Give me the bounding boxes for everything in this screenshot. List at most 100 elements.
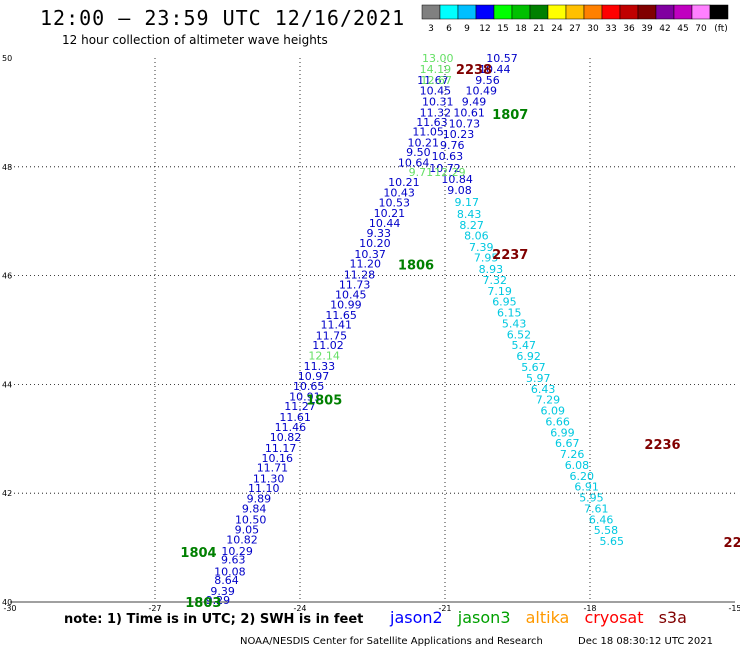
- wave-height-label: 9.63: [221, 554, 246, 567]
- wave-height-label: 6.67: [555, 437, 580, 450]
- generated-timestamp: Dec 18 08:30:12 UTC 2021: [578, 636, 713, 647]
- wave-height-label: 11.28: [344, 269, 376, 282]
- wave-height-label: 11.75: [316, 329, 348, 342]
- colorbar-swatch: [637, 4, 657, 20]
- wave-height-label: 9.89: [247, 493, 272, 506]
- track-time-label: 1807: [492, 108, 528, 123]
- colorbar-swatch: [565, 4, 585, 20]
- colorbar-swatch: [457, 4, 477, 20]
- colorbar-label: 30: [587, 24, 599, 34]
- track-time-label: 1803: [185, 596, 221, 611]
- wave-height-label: 8.64: [214, 574, 239, 587]
- wave-height-label: 10.08: [214, 566, 246, 579]
- credit-text: NOAA/NESDIS Center for Satellite Applica…: [240, 636, 543, 647]
- track-time-label: 22: [724, 536, 740, 551]
- satellite-legend: jason2 jason3 altika cryosat s3a: [390, 608, 697, 627]
- wave-height-label: 8.43: [457, 208, 482, 221]
- wave-height-label: 10.31: [422, 96, 454, 109]
- wave-height-label: 5.95: [579, 492, 604, 505]
- colorbar-label: 70: [695, 24, 707, 34]
- wave-height-label: 10.97: [298, 370, 330, 383]
- colorbar-label: 42: [659, 24, 670, 34]
- colorbar-swatch: [601, 4, 621, 20]
- wave-height-label: 10.49: [466, 85, 498, 98]
- wave-height-label: 5.47: [512, 339, 537, 352]
- wave-height-label: 11.27: [284, 400, 316, 413]
- y-tick-label: 48: [2, 163, 12, 172]
- legend-jason3: jason3: [457, 608, 511, 627]
- wave-height-label: 7.29: [536, 394, 561, 407]
- wave-height-label: 6.15: [497, 307, 522, 320]
- colorbar-swatch: [673, 4, 693, 20]
- footer-note: note: 1) Time is in UTC; 2) SWH is in fe…: [64, 612, 364, 627]
- wave-height-label: 11.71: [257, 462, 289, 475]
- wave-height-label: 6.92: [516, 350, 541, 363]
- y-tick-label: 42: [2, 489, 12, 498]
- wave-height-label: 10.45: [335, 289, 367, 302]
- wave-height-label: 10.84: [441, 173, 473, 186]
- wave-height-label: 11.33: [304, 360, 336, 373]
- wave-height-label: 11.46: [275, 421, 307, 434]
- wave-height-label: 9.33: [367, 227, 392, 240]
- wave-height-label: 12.14: [308, 350, 340, 363]
- x-tick-label: -30: [3, 604, 16, 613]
- wave-height-label: 10.99: [330, 298, 362, 311]
- wave-height-label: 10.23: [443, 128, 475, 141]
- colorbar-swatch: [493, 4, 513, 20]
- wave-height-label: 10.61: [453, 106, 485, 119]
- colorbar-swatch: [421, 4, 441, 20]
- wave-height-label: 8.93: [479, 263, 504, 276]
- legend-altika: altika: [525, 608, 570, 627]
- legend-cryosat: cryosat: [584, 608, 644, 627]
- wave-height-label: 11.61: [279, 411, 311, 424]
- colorbar-swatch: [439, 4, 459, 20]
- wave-height-label: 6.43: [531, 383, 556, 396]
- wave-height-label: 10.73: [449, 117, 481, 130]
- wave-height-label: 11.65: [325, 309, 357, 322]
- wave-height-label: 9.05: [235, 524, 260, 537]
- wave-height-label: 10.53: [379, 197, 411, 210]
- wave-height-label: 11.41: [321, 319, 353, 332]
- wave-height-label: 8.27: [459, 219, 484, 232]
- wave-height-label: 9.49: [462, 96, 487, 109]
- wave-height-label: 10.29: [221, 545, 253, 558]
- colorbar-swatch: [547, 4, 567, 20]
- wave-height-label: 9.29: [206, 594, 231, 607]
- wave-height-label: 5.67: [521, 361, 546, 374]
- wave-height-label: 9.56: [475, 74, 500, 87]
- wave-height-label: 11.67: [417, 74, 449, 87]
- wave-height-label: 5.97: [526, 372, 551, 385]
- wave-height-label: 10.20: [359, 237, 391, 250]
- wave-height-label: 6.99: [550, 426, 575, 439]
- colorbar-label: 21: [533, 24, 544, 34]
- wave-height-label: 6.52: [507, 328, 532, 341]
- track-time-label: 2236: [644, 438, 680, 453]
- wave-height-label: 6.66: [545, 415, 570, 428]
- wave-height-label: 7.19: [487, 285, 512, 298]
- wave-height-label: 8.06: [464, 229, 489, 242]
- wave-height-label: 7.95: [474, 252, 499, 265]
- chart-subtitle: 12 hour collection of altimeter wave hei…: [62, 33, 328, 47]
- wave-height-label: 10.21: [374, 207, 406, 220]
- colorbar-swatch: [511, 4, 531, 20]
- wave-height-label: 9.50: [406, 146, 431, 159]
- x-tick-label: -18: [583, 604, 596, 613]
- wave-height-label: 10.91: [289, 390, 321, 403]
- wave-height-label: 6.95: [492, 296, 517, 309]
- chart-title: 12:00 – 23:59 UTC 12/16/2021: [40, 6, 406, 30]
- colorbar-label: 36: [623, 24, 635, 34]
- wave-height-label: 6.91: [574, 481, 599, 494]
- wave-height-label: 10.50: [235, 513, 267, 526]
- colorbar-swatch: [691, 4, 711, 20]
- wave-height-label: 11.32: [420, 106, 452, 119]
- wave-height-label: 5.58: [594, 524, 619, 537]
- legend-s3a: s3a: [658, 608, 687, 627]
- wave-height-label: 9.17: [455, 196, 480, 209]
- wave-height-label: 9.08: [447, 184, 472, 197]
- colorbar-swatch: [475, 4, 495, 20]
- wave-height-label: 5.65: [600, 535, 625, 548]
- wave-height-label: 6.46: [589, 513, 614, 526]
- wave-height-label: 10.72: [429, 162, 461, 175]
- colorbar-label: 39: [641, 24, 653, 34]
